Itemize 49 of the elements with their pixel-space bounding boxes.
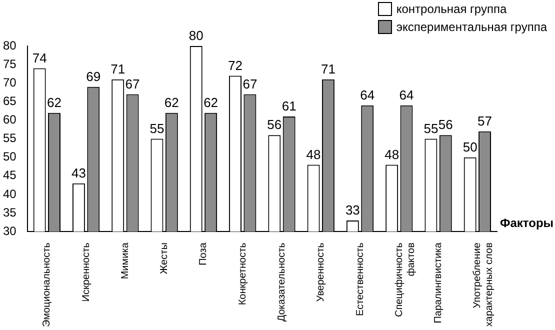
data-label: 55	[150, 120, 164, 136]
y-tick-label: 35	[2, 205, 17, 220]
x-tick-label: Мимика	[120, 242, 131, 280]
data-label: 67	[242, 76, 258, 92]
data-label: 69	[86, 68, 101, 84]
data-label: 57	[478, 113, 492, 128]
data-label: 74	[32, 50, 47, 66]
y-tick-label: 55	[2, 131, 17, 146]
legend-label: контрольная группа	[396, 2, 507, 16]
x-tick-label: Искренность	[80, 242, 92, 302]
data-label: 71	[110, 61, 126, 76]
data-label: 64	[399, 87, 414, 102]
data-label: 48	[306, 146, 321, 162]
x-axis-title: Факторы	[500, 216, 554, 230]
data-label: 62	[204, 94, 218, 110]
data-label: 50	[462, 139, 478, 154]
data-label: 67	[125, 76, 140, 92]
data-label: 62	[47, 94, 62, 110]
data-label: 33	[345, 202, 360, 218]
x-tick-label: Доказательность	[276, 242, 288, 322]
data-label: 64	[360, 87, 375, 102]
y-tick-label: 45	[2, 168, 17, 182]
x-tick-label: Конкретность	[237, 242, 248, 306]
data-label: 61	[282, 98, 296, 114]
x-tick-label: Специфичность фактов	[394, 242, 417, 318]
data-label: 55	[424, 120, 438, 136]
x-tick-label: Жесты	[159, 242, 170, 274]
x-tick-label: Эмоциональность	[42, 242, 53, 327]
y-tick-label: 40	[2, 186, 17, 201]
x-tick-label: Поза	[198, 242, 210, 266]
data-label: 43	[71, 165, 86, 180]
data-label: 56	[267, 117, 282, 132]
y-tick-label: 75	[2, 56, 17, 71]
y-tick-label: 65	[2, 94, 17, 108]
data-label: 71	[320, 61, 336, 76]
y-tick-label: 60	[2, 112, 17, 127]
y-tick-label: 70	[2, 75, 17, 90]
data-label: 62	[164, 94, 179, 110]
y-tick-label: 30	[2, 224, 17, 238]
data-label: 56	[438, 117, 453, 132]
data-label: 80	[188, 28, 204, 44]
legend-label: экспериментальная группа	[396, 20, 547, 34]
x-tick-label: Естественность	[354, 242, 366, 316]
x-tick-label: Уверенность	[316, 242, 327, 302]
y-tick-label: 50	[2, 150, 17, 164]
data-label: 48	[384, 146, 400, 162]
x-tick-label: Паралингвистика	[433, 242, 444, 324]
y-tick-label: 80	[2, 38, 17, 52]
data-label: 72	[228, 58, 242, 73]
